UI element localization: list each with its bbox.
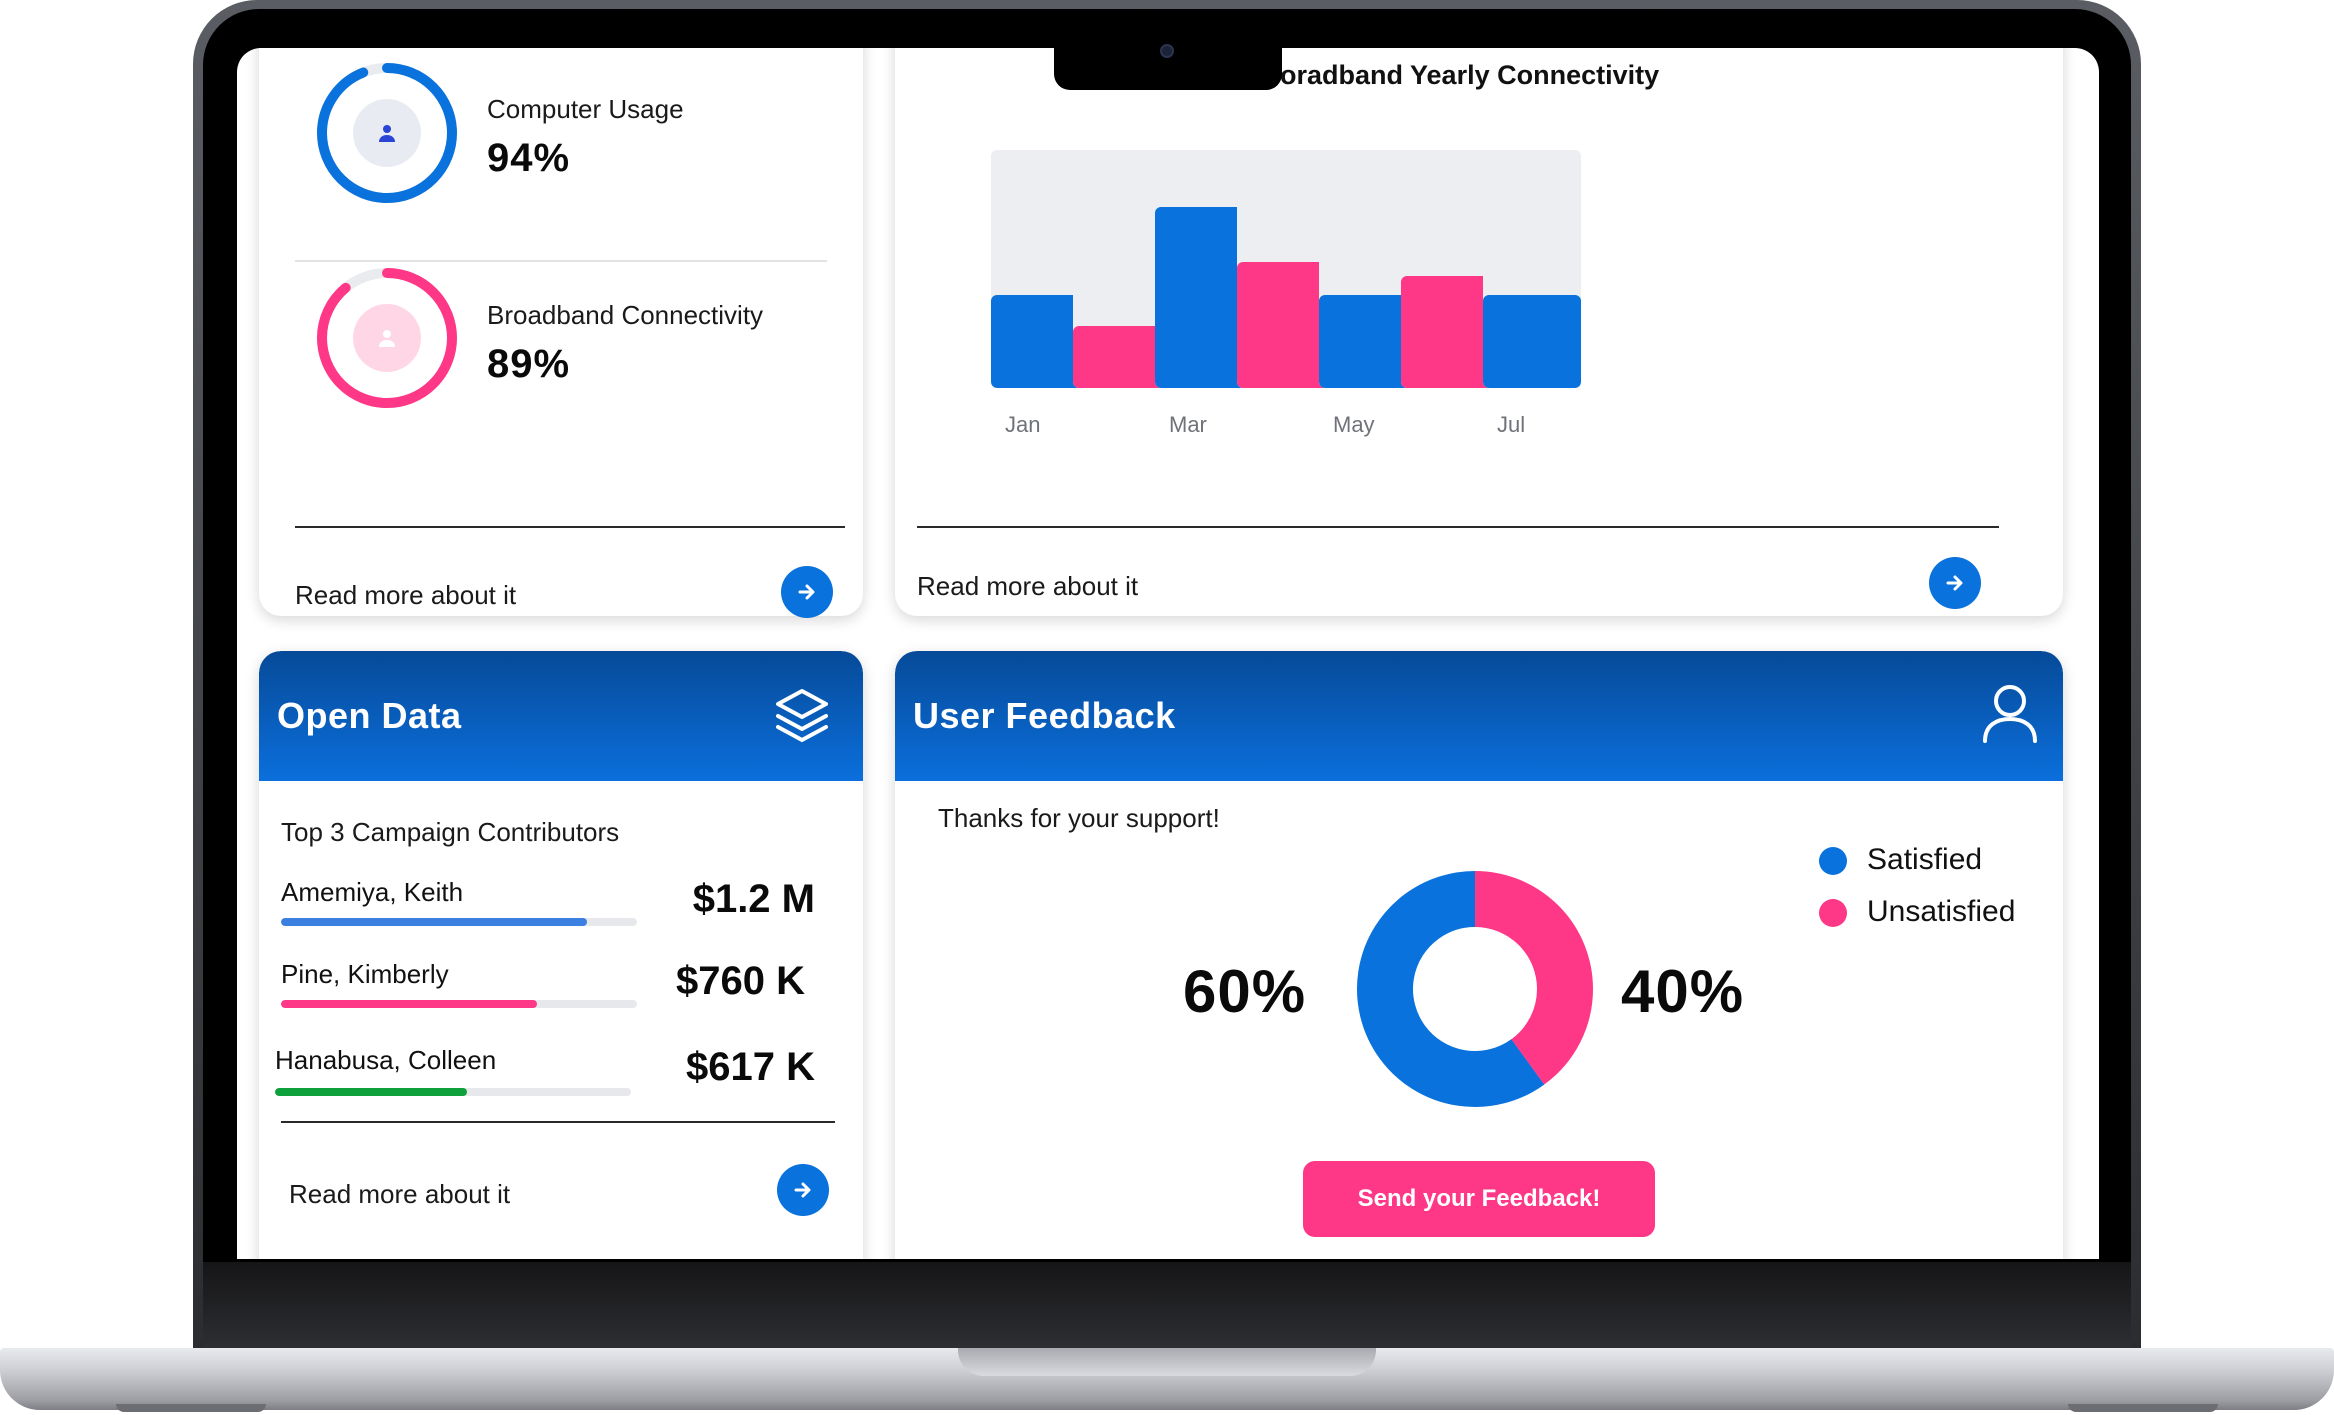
computer-usage-label: Computer Usage <box>487 94 684 124</box>
x-tick-label: Mar <box>1169 412 1207 437</box>
user-icon <box>1979 681 2041 752</box>
bar-jun <box>1401 276 1499 388</box>
contributor-name: Amemiya, Keith <box>281 877 464 907</box>
contributors-subtitle: Top 3 Campaign Contributors <box>281 817 620 847</box>
open-data-card: Open Data Top 3 Campaign Contributors Am… <box>259 651 863 1259</box>
bar-track <box>1155 150 1253 388</box>
arrow-right-button[interactable] <box>1929 557 1981 609</box>
feedback-donut-chart <box>1357 871 1593 1107</box>
bar-jul <box>1483 295 1581 388</box>
card-divider <box>281 1121 835 1123</box>
x-tick-label: Jul <box>1497 412 1526 437</box>
bar-track <box>1401 150 1499 388</box>
chart-title: oradband Yearly Connectivity <box>1280 60 1660 90</box>
contributor-progress-fill <box>275 1088 468 1096</box>
laptop-foot-left <box>116 1404 266 1412</box>
contributor-amount: $617 K <box>686 1045 815 1089</box>
bar-jan <box>991 295 1089 388</box>
camera-icon <box>1160 44 1174 58</box>
contributor-progress <box>275 1088 631 1096</box>
legend-unsatisfied: Unsatisfied <box>1867 895 2016 928</box>
open-data-header <box>259 651 863 781</box>
bar-track <box>991 150 1089 388</box>
bar-track <box>1073 150 1171 388</box>
read-more-link[interactable]: Read more about it <box>289 1179 511 1209</box>
legend-dot-unsatisfied <box>1819 899 1847 927</box>
arrow-right-button[interactable] <box>777 1164 829 1216</box>
bar-track <box>1483 150 1581 388</box>
contributor-name: Pine, Kimberly <box>281 959 449 989</box>
contributor-progress-fill <box>281 1000 538 1008</box>
x-tick-label: Jan <box>1005 412 1041 437</box>
laptop-chin <box>203 1262 2131 1350</box>
contributor-progress-fill <box>281 918 588 926</box>
broadband-connectivity-label: Broadband Connectivity <box>487 300 764 330</box>
user-feedback-card: User Feedback Thanks for your support! S… <box>895 651 2063 1259</box>
user-feedback-title: User Feedback <box>913 695 1176 736</box>
donut-slice-unsatisfied <box>1357 871 1593 1107</box>
broadband-connectivity-gauge <box>313 264 461 412</box>
card-divider <box>917 526 1999 528</box>
arrow-right-icon <box>1946 575 1963 591</box>
contributor-progress <box>281 1000 637 1008</box>
bar-track <box>1237 150 1335 388</box>
contributor-progress <box>281 918 637 926</box>
gauge-arc <box>317 268 457 408</box>
bar-feb <box>1073 326 1171 388</box>
user-icon <box>353 304 421 372</box>
laptop-screen: Computer Usage 94% Broadband Connectivit… <box>237 48 2099 1259</box>
card-divider <box>295 526 845 528</box>
x-tick-label: May <box>1333 412 1375 437</box>
read-more-link[interactable]: Read more about it <box>917 571 1139 601</box>
laptop-base-groove <box>958 1348 1376 1376</box>
legend-satisfied: Satisfied <box>1867 843 1983 876</box>
laptop-foot-right <box>2068 1404 2218 1412</box>
read-more-link[interactable]: Read more about it <box>295 580 517 610</box>
bar-mar <box>1155 207 1253 388</box>
metric-divider <box>295 260 827 262</box>
open-data-title: Open Data <box>277 695 462 736</box>
bar-may <box>1319 295 1417 388</box>
connectivity-chart-card: oradband Yearly Connectivity Jan Mar May Ju… <box>895 48 2063 616</box>
layers-icon <box>773 687 831 750</box>
contributor-amount: $1.2 M <box>692 877 815 921</box>
bar-track <box>1319 150 1417 388</box>
send-feedback-button[interactable]: Send your Feedback! <box>1303 1161 1655 1237</box>
unsatisfied-percent: 40% <box>1621 958 1745 1025</box>
contributor-amount: $760 K <box>676 959 805 1003</box>
user-icon <box>353 99 421 167</box>
user-feedback-header <box>895 651 2063 781</box>
computer-usage-value: 94% <box>487 136 571 180</box>
computer-usage-gauge <box>313 59 461 207</box>
bar-chart: Jan Mar May Jul <box>895 48 2063 616</box>
contributor-name: Hanabusa, Colleen <box>275 1045 497 1075</box>
bar-apr <box>1237 261 1335 388</box>
arrow-right-icon <box>798 584 815 600</box>
arrow-right-button[interactable] <box>781 566 833 618</box>
usage-card: Computer Usage 94% Broadband Connectivit… <box>259 48 863 618</box>
gauge-arc <box>317 63 457 203</box>
legend-dot-satisfied <box>1819 847 1847 875</box>
broadband-connectivity-value: 89% <box>487 342 571 386</box>
thanks-message: Thanks for your support! <box>938 803 1220 833</box>
arrow-right-icon <box>794 1182 811 1198</box>
satisfied-percent: 60% <box>1183 958 1307 1025</box>
